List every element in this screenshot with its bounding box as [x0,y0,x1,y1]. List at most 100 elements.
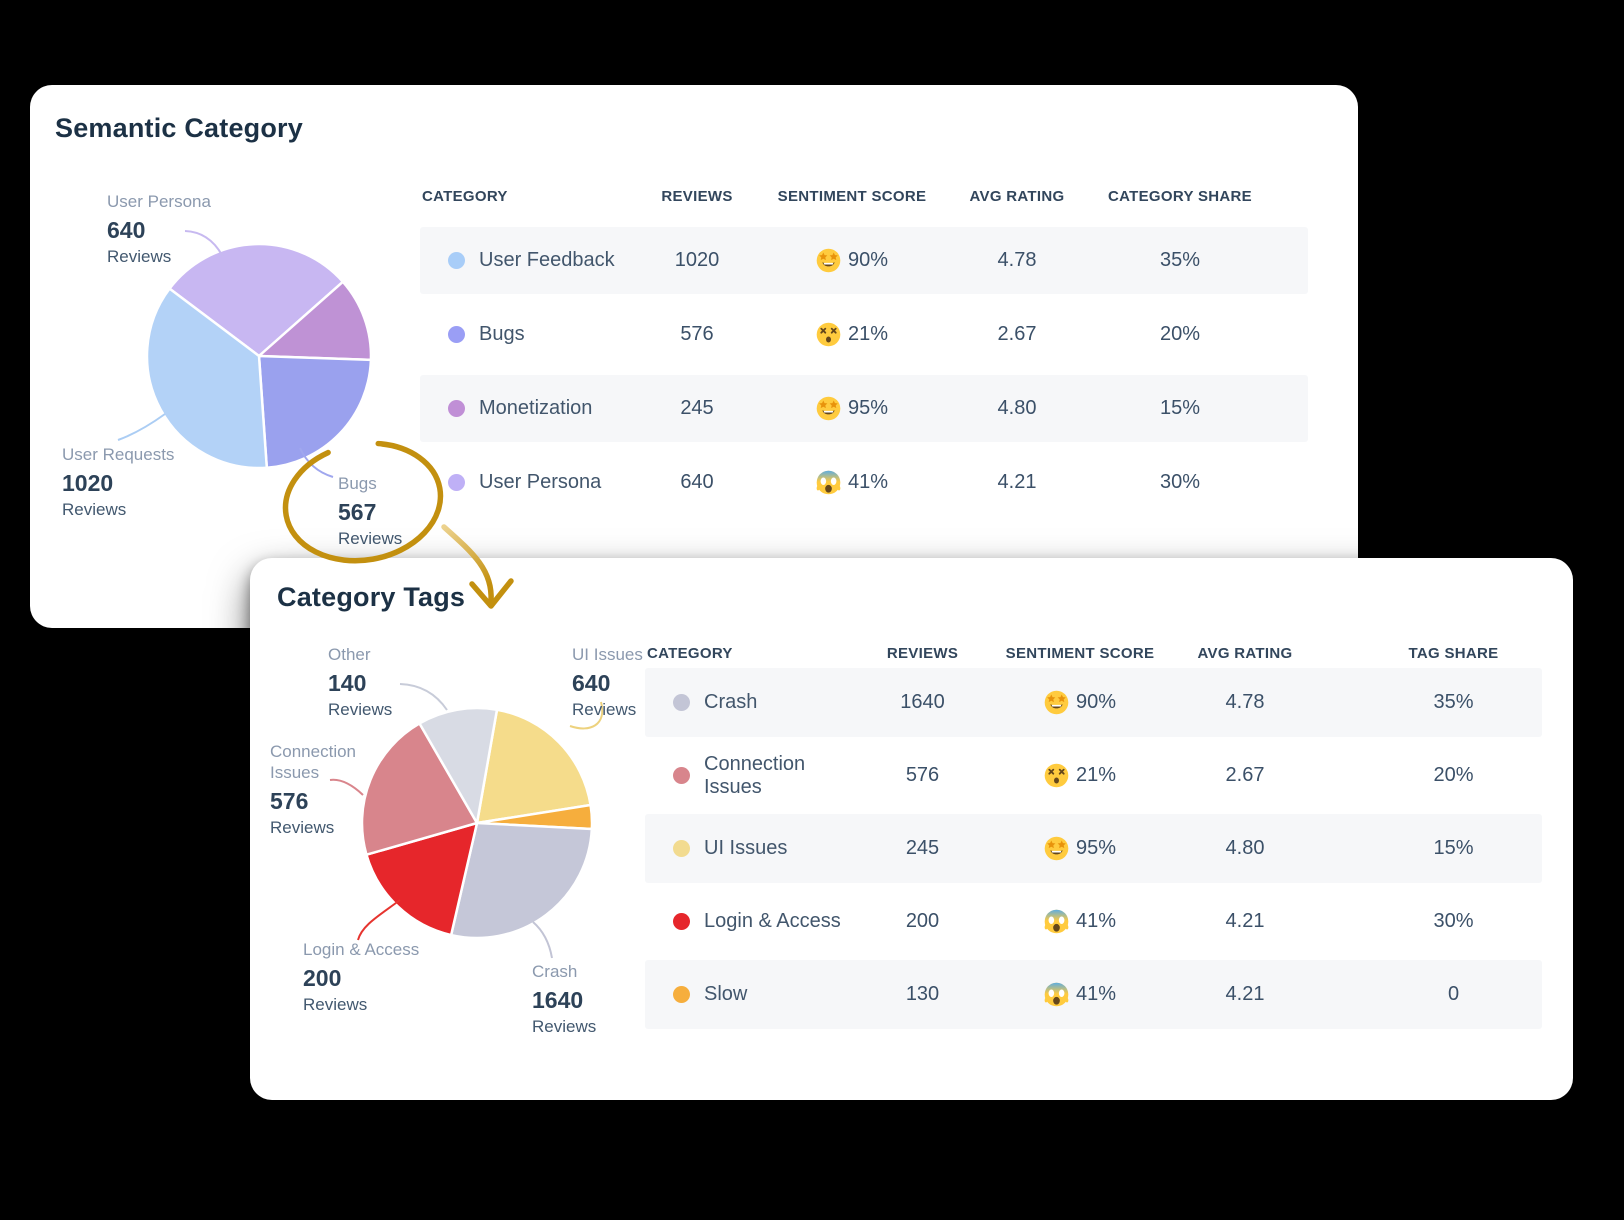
table-row[interactable]: Connection Issues 576 21% 2.67 20% [645,741,1542,810]
callout-value: 576 [270,788,309,814]
callout-value: 1640 [532,987,584,1013]
category-color-dot [673,840,690,857]
category-label: Login & Access [704,910,841,932]
pie-slice-crash[interactable] [449,821,594,940]
scream-emoji [816,470,841,495]
callout-value: 1020 [62,470,114,496]
sentiment-score: 90% [1075,691,1117,713]
page-title: Category Tags [277,582,466,612]
avg-rating-value: 4.21 [997,471,1037,493]
callout-value: 567 [338,499,377,525]
column-header-category-share: CATEGORY SHARE [1108,187,1252,205]
pie-slice-user-persona[interactable] [168,242,345,358]
column-header-avg-rating: AVG RATING [1197,644,1293,662]
callout-label: Login & Access [303,940,420,959]
star-struck-emoji [1044,836,1069,861]
semantic-category-card: Semantic Category User Persona 640 Revie… [30,85,1358,628]
pie-slice-bugs[interactable] [257,354,373,469]
category-color-dot [673,913,690,930]
table-row[interactable]: Monetization 245 95% 4.80 15% [420,375,1308,442]
callout-login-access: Login & Access 200 Reviews [303,939,419,1015]
table-header-row: CATEGORY REVIEWS SENTIMENT SCORE AVG RAT… [420,179,1308,213]
category-color-dot [448,474,465,491]
category-color-dot [448,252,465,269]
category-label: User Persona [479,471,602,493]
share-value: 35% [1159,249,1201,271]
reviews-value: 245 [680,397,714,419]
page-title: Semantic Category [55,113,303,143]
callout-label: Other [328,645,371,664]
reviews-value: 576 [680,323,714,345]
avg-rating-value: 4.78 [997,249,1037,271]
column-header-avg-rating: AVG RATING [969,187,1065,205]
avg-rating-value: 4.80 [1225,837,1265,859]
share-value: 30% [1159,471,1201,493]
star-struck-emoji [1044,690,1069,715]
pie-slice-other[interactable] [418,706,499,825]
callout-user-requests: User Requests 1020 Reviews [62,444,174,520]
avg-rating-value: 2.67 [1225,764,1265,786]
avg-rating-value: 4.21 [1225,910,1265,932]
callout-value: 640 [107,217,146,243]
column-header-tag-share: TAG SHARE [1408,644,1499,662]
callout-unit: Reviews [338,529,403,548]
pie-slice-ui-issues[interactable] [475,708,592,825]
callout-unit: Reviews [303,995,368,1014]
category-tags-card: Category Tags Other 140 Reviews UI Issue… [250,558,1573,1100]
share-value: 30% [1433,910,1474,932]
column-header-reviews: REVIEWS [661,187,733,205]
pie-slice-connection-issues[interactable] [360,722,479,856]
category-label: Crash [704,691,758,713]
category-color-dot [448,326,465,343]
callout-unit: Reviews [532,1017,597,1036]
sentiment-score: 21% [847,323,889,345]
star-struck-emoji [816,248,841,273]
pie-slice-user-requests[interactable] [145,287,269,470]
reviews-value: 245 [905,837,940,859]
pie-slice-monetization[interactable] [257,280,373,362]
table-row[interactable]: Login & Access 200 41% 4.21 30% [645,887,1542,956]
table-row[interactable]: User Feedback 1020 90% 4.78 35% [420,227,1308,294]
table-header-row: CATEGORY REVIEWS SENTIMENT SCORE AVG RAT… [645,638,1542,668]
table-row[interactable]: Crash 1640 90% 4.78 35% [645,668,1542,737]
sentiment-score: 41% [847,471,889,493]
table-body: User Feedback 1020 90% 4.78 35% Bugs 576… [420,227,1308,516]
table-row[interactable]: Slow 130 41% 4.21 0 [645,960,1542,1029]
callout-ui-issues: UI Issues 640 Reviews [572,644,643,720]
callout-crash: Crash 1640 Reviews [532,961,596,1037]
category-label: Bugs [479,323,525,345]
callout-unit: Reviews [270,818,335,837]
scream-emoji [1044,909,1069,934]
share-value: 15% [1159,397,1201,419]
callout-label: Crash [532,962,578,981]
reviews-value: 640 [680,471,714,493]
table-row[interactable]: UI Issues 245 95% 4.80 15% [645,814,1542,883]
column-header-sentiment: SENTIMENT SCORE [1005,644,1155,662]
sentiment-score: 41% [1075,910,1117,932]
column-header-category: CATEGORY [422,187,508,205]
callout-unit: Reviews [62,500,127,519]
callout-value: 200 [303,965,342,991]
share-value: 0 [1447,983,1460,1005]
reviews-value: 576 [905,764,940,786]
dizzy-emoji [816,322,841,347]
category-label: Connection Issues [704,752,806,798]
category-tags-pie-chart [360,706,594,940]
category-label: Slow [704,983,748,1005]
callout-bugs: Bugs 567 Reviews [338,473,402,549]
avg-rating-value: 2.67 [997,323,1037,345]
callout-value: 140 [328,670,367,696]
table-row[interactable]: User Persona 640 41% 4.21 30% [420,449,1308,516]
sentiment-score: 95% [1075,837,1117,859]
column-header-reviews: REVIEWS [886,644,959,662]
semantic-category-pie-chart [145,242,373,470]
reviews-value: 1020 [674,249,720,271]
scream-emoji [1044,982,1069,1007]
dizzy-emoji [1044,763,1069,788]
avg-rating-value: 4.78 [1225,691,1265,713]
star-struck-emoji [816,396,841,421]
table-row[interactable]: Bugs 576 21% 2.67 20% [420,301,1308,368]
column-header-sentiment: SENTIMENT SCORE [777,187,927,205]
share-value: 15% [1433,837,1474,859]
category-label: UI Issues [704,837,788,859]
